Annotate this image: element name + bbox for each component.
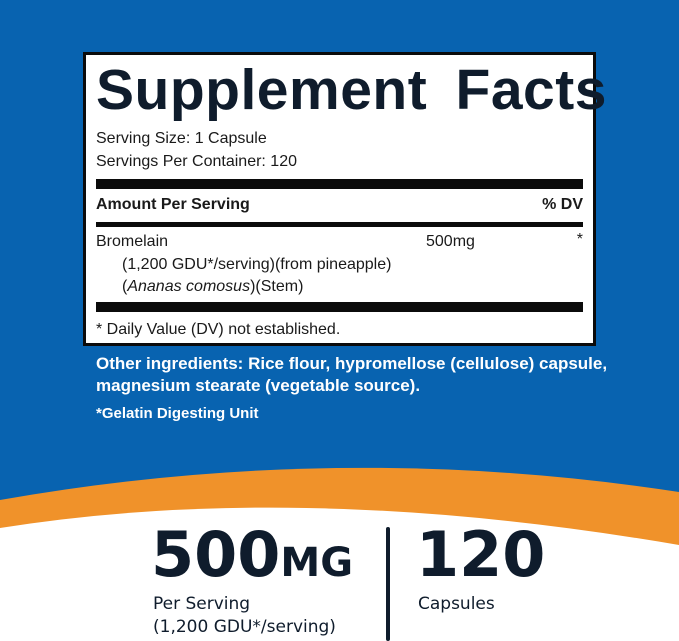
serving-size: Serving Size: 1 Capsule bbox=[96, 130, 267, 147]
dose-label: Per Serving bbox=[153, 594, 251, 614]
divider-thick bbox=[96, 302, 583, 312]
ingredient-amount: 500mg bbox=[426, 233, 475, 250]
count-label: Capsules bbox=[418, 594, 495, 614]
amount-header: Amount Per Serving bbox=[96, 196, 250, 213]
gdu-note: *Gelatin Digesting Unit bbox=[96, 405, 259, 422]
servings-per-container: Servings Per Container: 120 bbox=[96, 153, 297, 170]
latin-name: Ananas comosus bbox=[127, 278, 251, 295]
highlight-divider bbox=[386, 527, 390, 641]
divider-medium bbox=[96, 222, 583, 227]
plant-part: (Stem) bbox=[255, 278, 304, 295]
white-area bbox=[0, 507, 679, 641]
other-ingredients-line1: Other ingredients: Rice flour, hypromell… bbox=[96, 354, 608, 373]
dose-unit: MG bbox=[280, 540, 354, 586]
dv-header: % DV bbox=[542, 196, 583, 213]
divider-thick bbox=[96, 179, 583, 189]
ingredient-source: (Ananas comosus)(Stem) bbox=[122, 278, 304, 295]
facts-title: Supplement Facts bbox=[96, 58, 607, 122]
dose-highlight: 500MG bbox=[151, 520, 353, 598]
footnote: * Daily Value (DV) not established. bbox=[96, 321, 341, 338]
dose-gdu: (1,200 GDU*/serving) bbox=[153, 617, 336, 637]
count-value: 120 bbox=[416, 518, 546, 591]
ingredient-dv: * bbox=[576, 231, 583, 248]
ingredient-detail: (1,200 GDU*/serving)(from pineapple) bbox=[122, 256, 392, 273]
other-ingredients-line2: magnesium stearate (vegetable source). bbox=[96, 376, 421, 395]
supplement-facts-panel: Supplement Facts Serving Size: 1 Capsule… bbox=[83, 52, 606, 346]
dose-value: 500 bbox=[151, 518, 281, 591]
ingredient-name: Bromelain bbox=[96, 233, 169, 250]
